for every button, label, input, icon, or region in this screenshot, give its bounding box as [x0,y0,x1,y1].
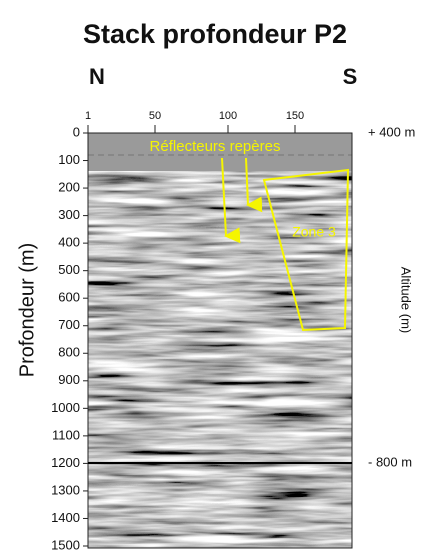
depth-tick-label: 300 [58,207,80,222]
depth-tick-label: 900 [58,372,80,387]
depth-tick-label: 1500 [51,537,80,552]
depth-tick-label: 1300 [51,482,80,497]
depth-ticks: 0 100 200 300 400 500 600 700 800 900 1000 1100 1200… [51,124,88,552]
depth-tick-label: 1000 [51,400,80,415]
depth-tick-label: 0 [73,124,80,139]
trace-tick-label: 50 [149,110,161,122]
depth-tick-label: 100 [58,152,80,167]
depth-tick-label: 1400 [51,510,80,525]
depth-tick-label: 200 [58,180,80,195]
trace-tick-label: 1 [85,110,91,122]
trace-ticks: 1 50 100 150 [85,110,304,133]
depth-tick-label: 1200 [51,455,80,470]
altitude-axis-label: Altitude (m) [399,267,414,333]
zone-outline [262,168,350,332]
depth-tick-label: 700 [58,317,80,332]
reflectors-annotation: Réflecteurs repères [150,138,281,155]
depth-tick-label: 1100 [52,427,80,442]
section-frame [87,132,353,549]
trace-tick-label: 150 [286,110,304,122]
seismic-section [88,133,352,548]
altitude-top: + 400 m [368,124,415,139]
gray-band [88,133,352,171]
zone-label: Zone 3 [292,224,336,240]
depth-axis-label: Profondeur (m) [16,243,38,378]
altitude-bottom: - 800 m [368,454,412,469]
trace-tick-label: 100 [219,110,237,122]
depth-tick-label: 600 [58,290,80,305]
north-label: N [89,64,105,89]
arrow [221,157,241,244]
depth-tick-label: 800 [58,345,80,360]
depth-tick-label: 400 [58,235,80,250]
arrow [245,157,263,213]
depth-tick-label: 500 [58,262,80,277]
south-label: S [343,64,358,89]
title: Stack profondeur P2 [83,19,347,49]
